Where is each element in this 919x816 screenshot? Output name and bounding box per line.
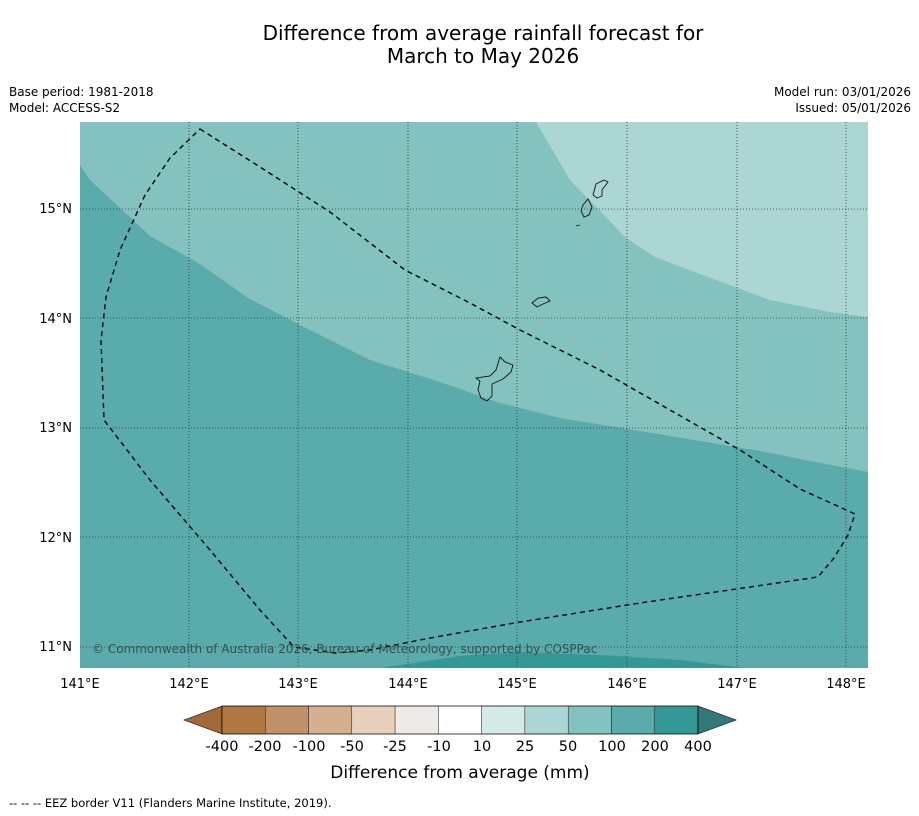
colorbar-tick: -200 [249, 739, 282, 755]
island-guam [474, 356, 514, 402]
colorbar-tick: -25 [383, 739, 407, 755]
map-title-line2: March to May 2026 [386, 44, 580, 68]
colorbar-tick: -10 [427, 739, 451, 755]
base-period-label: Base period: 1981-2018 [9, 85, 154, 99]
colorbar: -400 -200 -100 -50 -25 -10 10 25 50 100 … [183, 705, 737, 783]
colorbar-bins [221, 705, 699, 735]
eez-footnote: -- -- -- EEZ border V11 (Flanders Marine… [9, 796, 332, 810]
band-25-50 [536, 122, 868, 317]
colorbar-tick: 50 [559, 739, 577, 755]
colorbar-ticks: -400 -200 -100 -50 -25 -10 10 25 50 100 … [206, 739, 712, 755]
band-200-400 [380, 652, 745, 668]
colorbar-tick: 200 [641, 739, 669, 755]
island-rota [531, 296, 551, 308]
colorbar-bin [654, 705, 699, 735]
lat-label: 13°N [39, 421, 72, 436]
latitude-labels: 15°N 14°N 13°N 12°N 11°N [39, 202, 72, 655]
colorbar-tick: 400 [684, 739, 712, 755]
colorbar-bin [567, 705, 612, 735]
lon-label: 146°E [607, 677, 647, 692]
lon-label: 143°E [278, 677, 318, 692]
model-run-label: Model run: 03/01/2026 [773, 85, 911, 99]
meta-left: Base period: 1981-2018 Model: ACCESS-S2 [9, 84, 154, 116]
colorbar-tick: -400 [206, 739, 239, 755]
colorbar-bin [351, 705, 396, 735]
lat-label: 15°N [39, 202, 72, 217]
longitude-labels: 141°E 142°E 143°E 144°E 145°E 146°E 147°… [60, 677, 866, 692]
colorbar-extend-positive [697, 705, 737, 735]
copyright-text: © Commonwealth of Australia 2026, Bureau… [92, 642, 597, 656]
islands [474, 179, 609, 402]
colorbar-bin [308, 705, 353, 735]
meta-right: Model run: 03/01/2026 Issued: 05/01/2026 [774, 84, 911, 116]
colorbar-tick: -100 [293, 739, 326, 755]
colorbar-bin [481, 705, 526, 735]
lon-label: 141°E [60, 677, 100, 692]
lat-label: 11°N [39, 640, 72, 655]
map-plot-area: © Commonwealth of Australia 2026, Bureau… [80, 122, 868, 668]
island-tinian [580, 198, 593, 218]
lon-label: 144°E [388, 677, 428, 692]
island-aguijan [575, 224, 581, 227]
colorbar-title: Difference from average (mm) [330, 763, 589, 783]
lon-label: 147°E [717, 677, 757, 692]
eez-border [100, 128, 856, 654]
lon-label: 142°E [169, 677, 209, 692]
colorbar-tick: 25 [516, 739, 534, 755]
colorbar-bin [221, 705, 266, 735]
colorbar-extend-negative [183, 705, 223, 735]
island-saipan [592, 179, 609, 199]
colorbar-bin [611, 705, 655, 735]
lon-label: 145°E [497, 677, 537, 692]
issued-label: Issued: 05/01/2026 [795, 101, 911, 115]
map-gridlines [80, 122, 868, 668]
colorbar-bin [524, 705, 569, 735]
lat-label: 12°N [39, 531, 72, 546]
colorbar-tick: -50 [340, 739, 364, 755]
map-title-line1: Difference from average rainfall forecas… [262, 21, 704, 45]
colorbar-outline [221, 705, 699, 735]
map-title: Difference from average rainfall forecas… [0, 22, 919, 68]
lon-label: 148°E [826, 677, 866, 692]
colorbar-tick: 100 [598, 739, 626, 755]
colorbar-bin [438, 705, 482, 735]
colorbar-tick: 10 [473, 739, 491, 755]
lat-label: 14°N [39, 312, 72, 327]
model-label: Model: ACCESS-S2 [9, 101, 121, 115]
colorbar-bin [394, 705, 439, 735]
colorbar-bin [265, 705, 309, 735]
